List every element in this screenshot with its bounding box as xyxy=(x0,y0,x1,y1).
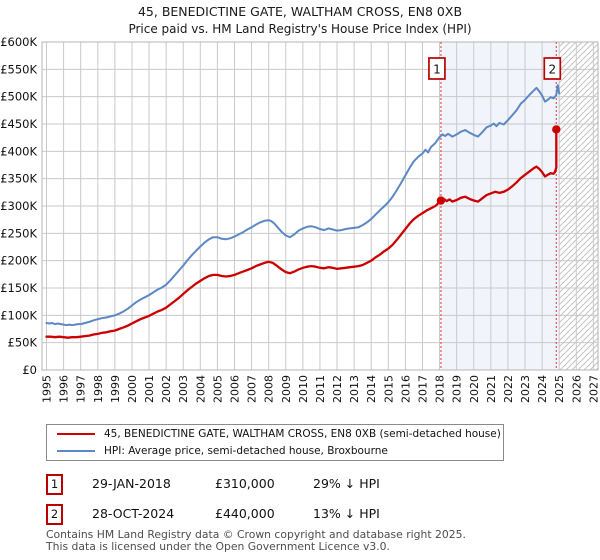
x-tick-label: 2015 xyxy=(382,375,395,403)
x-tick-label: 2018 xyxy=(434,375,447,403)
hpi-line xyxy=(45,84,561,327)
license-footer: Contains HM Land Registry data © Crown c… xyxy=(46,529,466,552)
sale-2-date: 28-OCT-2024 xyxy=(92,506,175,521)
chart-title: 45, BENEDICTINE GATE, WALTHAM CROSS, EN8… xyxy=(137,4,463,19)
y-tick-label: £200K xyxy=(0,254,37,268)
x-tick-label: 2003 xyxy=(177,375,190,403)
x-tick-label: 2026 xyxy=(570,375,583,403)
price-hpi-chart: 1 2 £0 £50K £100K £150K £200K £250K £300K £350K £4… xyxy=(0,35,600,403)
y-tick-label: £350K xyxy=(0,172,37,186)
x-tick-label: 2007 xyxy=(246,375,259,403)
price-paid-line xyxy=(45,128,558,339)
x-tick-label: 2017 xyxy=(416,375,429,403)
x-tick-label: 2022 xyxy=(502,375,515,403)
x-tick-label: 2019 xyxy=(451,375,464,403)
y-tick-label: £450K xyxy=(0,117,37,131)
gridlines xyxy=(42,41,598,371)
x-tick-label: 2005 xyxy=(211,375,224,403)
sale-1-number-badge: 1 xyxy=(46,474,63,495)
x-tick-label: 2024 xyxy=(536,375,549,403)
sale-marker-2 xyxy=(552,125,561,134)
x-tick-label: 2008 xyxy=(263,375,276,403)
sale-2-flag-number: 2 xyxy=(548,63,556,77)
sale-1-price: £310,000 xyxy=(215,476,275,491)
legend-label-price-paid: 45, BENEDICTINE GATE, WALTHAM CROSS, EN8… xyxy=(104,428,501,440)
x-tick-label: 2014 xyxy=(365,375,378,403)
x-tick-label: 1999 xyxy=(109,375,122,403)
x-tick-label: 2000 xyxy=(126,375,139,403)
y-tick-label: £300K xyxy=(0,199,37,213)
y-tick-label: £50K xyxy=(8,336,38,350)
sale-annotation-row-1: 1 29-JAN-2018 £310,000 29% ↓ HPI xyxy=(0,474,600,495)
x-tick-label: 1997 xyxy=(75,375,88,403)
x-tick-label: 2025 xyxy=(553,375,566,403)
x-tick-label: 2023 xyxy=(519,375,532,403)
sale-annotation-row-2: 2 28-OCT-2024 £440,000 13% ↓ HPI xyxy=(0,504,600,525)
y-tick-label: £150K xyxy=(0,281,37,295)
x-tick-label: 1996 xyxy=(58,375,71,403)
sale-2-price: £440,000 xyxy=(215,506,275,521)
sale-2-hpi-delta: 13% ↓ HPI xyxy=(313,506,380,521)
price-line-swatch xyxy=(57,433,95,435)
y-tick-label: £400K xyxy=(0,144,37,158)
footer-line-1: Contains HM Land Registry data © Crown c… xyxy=(46,528,466,541)
sale-2-flag-box xyxy=(543,57,562,80)
x-tick-label: 2009 xyxy=(280,375,293,403)
footer-line-2: This data is licensed under the Open Gov… xyxy=(46,539,390,553)
x-tick-label: 2013 xyxy=(348,375,361,403)
y-tick-label: £600K xyxy=(0,35,37,49)
x-tick-label: 1995 xyxy=(41,375,54,403)
y-tick-label: £250K xyxy=(0,226,37,240)
x-tick-label: 2011 xyxy=(314,375,327,403)
sale-marker-1 xyxy=(436,196,446,205)
legend-item-hpi: HPI: Average price, semi-detached house,… xyxy=(47,444,503,458)
x-tick-label: 2016 xyxy=(399,375,412,403)
y-tick-label: £0 xyxy=(22,363,37,377)
y-tick-label: £550K xyxy=(0,62,37,76)
x-tick-label: 2012 xyxy=(331,375,344,403)
chart-subtitle: Price paid vs. HM Land Registry's House … xyxy=(128,22,472,36)
y-tick-label: £100K xyxy=(0,308,37,322)
legend-item-price-paid: 45, BENEDICTINE GATE, WALTHAM CROSS, EN8… xyxy=(47,427,503,441)
legend-box: 45, BENEDICTINE GATE, WALTHAM CROSS, EN8… xyxy=(46,424,504,461)
hpi-line-swatch xyxy=(57,450,95,452)
x-tick-label: 2002 xyxy=(160,375,173,403)
x-tick-label: 2006 xyxy=(228,375,241,403)
y-tick-label: £500K xyxy=(0,90,37,104)
x-tick-label: 2027 xyxy=(587,375,600,403)
x-tick-label: 2020 xyxy=(468,375,481,403)
x-tick-label: 1998 xyxy=(92,375,105,403)
sale-1-flag-number: 1 xyxy=(433,63,441,77)
sale-1-date: 29-JAN-2018 xyxy=(92,476,171,491)
sale-2-number-badge: 2 xyxy=(46,504,63,525)
sale-1-hpi-delta: 29% ↓ HPI xyxy=(313,476,380,491)
sale-1-flag-box xyxy=(428,57,446,80)
x-tick-label: 2004 xyxy=(194,375,207,403)
legend-label-hpi: HPI: Average price, semi-detached house,… xyxy=(104,445,388,457)
plot-border xyxy=(41,41,599,371)
x-tick-label: 2001 xyxy=(143,375,156,403)
x-tick-label: 2010 xyxy=(297,375,310,403)
x-tick-label: 2021 xyxy=(485,375,498,403)
